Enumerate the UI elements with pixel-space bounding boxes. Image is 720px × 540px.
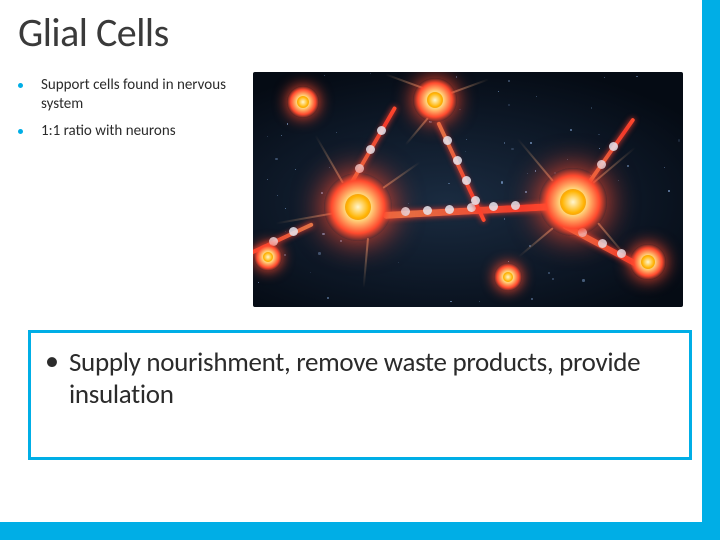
list-item: 1:1 ratio with neurons xyxy=(18,122,243,141)
callout-text: Supply nourishment, remove waste product… xyxy=(69,347,671,411)
list-item-text: Support cells found in nervous system xyxy=(41,76,243,114)
small-bullet-list: Support cells found in nervous system 1:1… xyxy=(18,72,243,148)
accent-border-bottom xyxy=(0,522,720,540)
list-item: Support cells found in nervous system xyxy=(18,76,243,114)
slide-title: Glial Cells xyxy=(18,8,169,57)
top-content-row: Support cells found in nervous system 1:1… xyxy=(18,72,692,307)
neuron-image xyxy=(253,72,683,307)
bullet-dot-icon xyxy=(18,83,23,88)
bullet-dot-icon xyxy=(18,129,23,134)
callout-box: • Supply nourishment, remove waste produ… xyxy=(28,330,692,460)
slide: Glial Cells Support cells found in nervo… xyxy=(0,0,720,540)
list-item-text: 1:1 ratio with neurons xyxy=(41,122,176,141)
accent-border-right xyxy=(702,0,720,540)
bullet-dot-icon: • xyxy=(45,345,59,377)
